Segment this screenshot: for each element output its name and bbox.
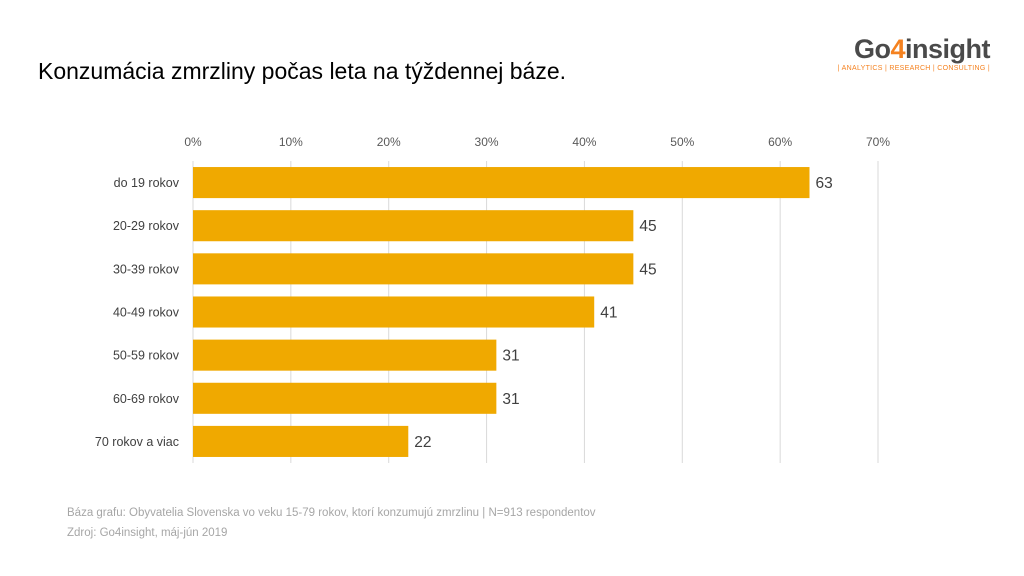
category-labels: do 19 rokov 20-29 rokov 30-39 rokov 40-49 r… bbox=[95, 176, 180, 449]
bar bbox=[193, 296, 595, 328]
category-label: 40-49 rokov bbox=[113, 306, 180, 320]
bar bbox=[193, 339, 497, 371]
bar bbox=[193, 210, 634, 242]
value-label: 45 bbox=[639, 218, 656, 235]
x-tick-label: 0% bbox=[184, 135, 202, 149]
category-label: 60-69 rokov bbox=[113, 392, 180, 406]
x-tick-label: 60% bbox=[768, 135, 792, 149]
x-tick-label: 10% bbox=[279, 135, 303, 149]
value-label: 22 bbox=[414, 434, 431, 451]
category-label: 50-59 rokov bbox=[113, 349, 180, 363]
value-label: 63 bbox=[816, 175, 833, 192]
value-label: 41 bbox=[600, 305, 617, 322]
logo-wordmark-digit: 4 bbox=[890, 34, 905, 64]
footnote-source: Zdroj: Go4insight, máj-jún 2019 bbox=[67, 527, 228, 539]
logo-wordmark-suffix: insight bbox=[905, 34, 991, 64]
chart-title: Konzumácia zmrzliny počas leta na týžden… bbox=[38, 58, 567, 84]
value-labels: 63 45 45 41 31 31 22 bbox=[414, 175, 832, 451]
x-tick-label: 30% bbox=[475, 135, 499, 149]
value-label: 31 bbox=[502, 348, 519, 365]
x-tick-label: 50% bbox=[670, 135, 694, 149]
category-label: do 19 rokov bbox=[114, 176, 180, 190]
bar bbox=[193, 382, 497, 414]
category-label: 20-29 rokov bbox=[113, 219, 180, 233]
bar bbox=[193, 425, 409, 457]
logo-wordmark: Go4insight bbox=[830, 34, 991, 64]
x-tick-label: 40% bbox=[572, 135, 596, 149]
bars bbox=[193, 167, 810, 457]
company-logo: Go4insight | ANALYTICS | RESEARCH | CONS… bbox=[830, 34, 991, 72]
logo-tagline: | ANALYTICS | RESEARCH | CONSULTING | bbox=[837, 65, 990, 72]
x-tick-label: 20% bbox=[377, 135, 401, 149]
bar bbox=[193, 167, 810, 199]
footnote-base: Báza grafu: Obyvatelia Slovenska vo veku… bbox=[67, 507, 596, 519]
x-tick-label: 70% bbox=[866, 135, 890, 149]
bar bbox=[193, 253, 634, 285]
category-label: 70 rokov a viac bbox=[95, 435, 179, 449]
category-label: 30-39 rokov bbox=[113, 262, 180, 276]
x-axis-ticks: 0% 10% 20% 30% 40% 50% 60% 70% bbox=[184, 135, 890, 149]
value-label: 31 bbox=[502, 391, 519, 408]
value-label: 45 bbox=[639, 261, 656, 278]
logo-wordmark-prefix: Go bbox=[853, 34, 891, 64]
